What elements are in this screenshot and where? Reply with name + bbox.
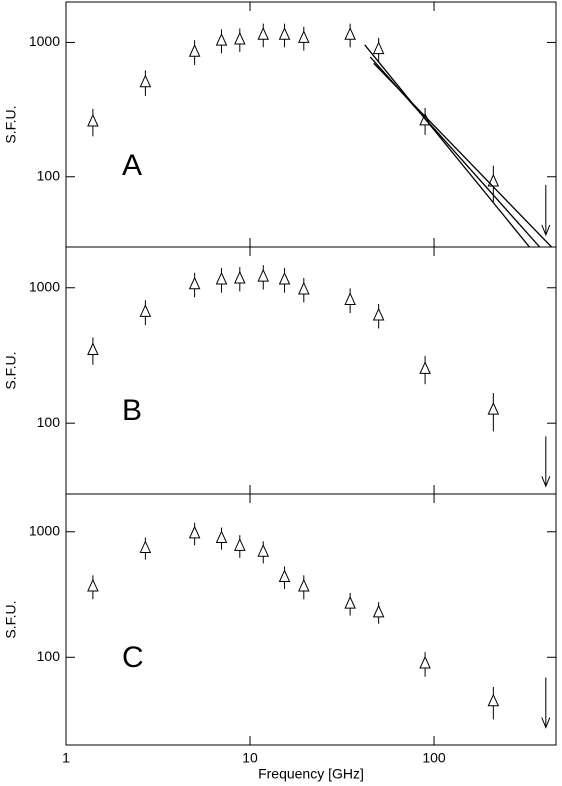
data-point [215, 271, 228, 285]
data-point [298, 578, 310, 592]
y-axis-label: S.F.U. [3, 600, 19, 638]
upper-limit-arrow [541, 677, 551, 729]
data-point [234, 31, 246, 45]
fit-line [373, 62, 553, 247]
y-tick-label: 1000 [29, 33, 60, 49]
data-point [87, 113, 99, 127]
plot-frame [65, 493, 557, 746]
plot-frame [65, 246, 557, 495]
panel-label: A [122, 149, 142, 182]
fit-line [364, 44, 530, 247]
y-axis-label: S.F.U. [3, 351, 19, 389]
y-tick-label: 100 [37, 648, 61, 664]
data-point [188, 276, 201, 290]
x-tick-label: 10 [242, 750, 258, 766]
y-tick-label: 100 [37, 414, 61, 430]
data-point [188, 525, 201, 539]
upper-limit-arrow [541, 184, 551, 237]
data-point [139, 74, 152, 88]
y-tick-label: 1000 [29, 278, 60, 294]
data-point [487, 401, 500, 415]
data-point [419, 655, 431, 669]
x-tick-label: 1 [62, 750, 70, 766]
panel-label: C [122, 641, 144, 674]
x-axis-label: Frequency [GHz] [258, 766, 364, 782]
data-point [298, 281, 310, 295]
y-axis-label: S.F.U. [3, 105, 19, 143]
data-point [87, 578, 99, 592]
data-point [372, 604, 385, 618]
data-point [278, 569, 291, 583]
data-point [87, 342, 99, 356]
y-tick-label: 100 [37, 167, 61, 183]
data-point [298, 30, 310, 43]
data-point [344, 27, 356, 40]
data-point [487, 173, 500, 187]
data-point [215, 530, 228, 544]
plot-frame [65, 1, 557, 248]
data-point [419, 361, 431, 374]
data-point [372, 307, 385, 321]
data-point [234, 270, 246, 284]
y-tick-label: 1000 [29, 522, 60, 538]
data-point [188, 44, 201, 57]
data-point [344, 292, 356, 305]
plot-area [87, 265, 551, 488]
data-point [487, 693, 500, 707]
plot-area [87, 522, 551, 729]
data-point [215, 32, 228, 46]
data-point [257, 27, 270, 40]
panel-label: B [122, 394, 142, 427]
data-point [234, 538, 246, 551]
data-point [372, 41, 385, 55]
data-point [257, 544, 270, 557]
data-point [278, 27, 291, 40]
plot-area [87, 23, 553, 247]
data-point [257, 268, 270, 282]
data-point [344, 595, 356, 609]
upper-limit-arrow [541, 436, 551, 488]
data-point [139, 540, 152, 553]
data-point [278, 271, 291, 285]
x-tick-label: 100 [422, 750, 446, 766]
data-point [139, 304, 152, 317]
